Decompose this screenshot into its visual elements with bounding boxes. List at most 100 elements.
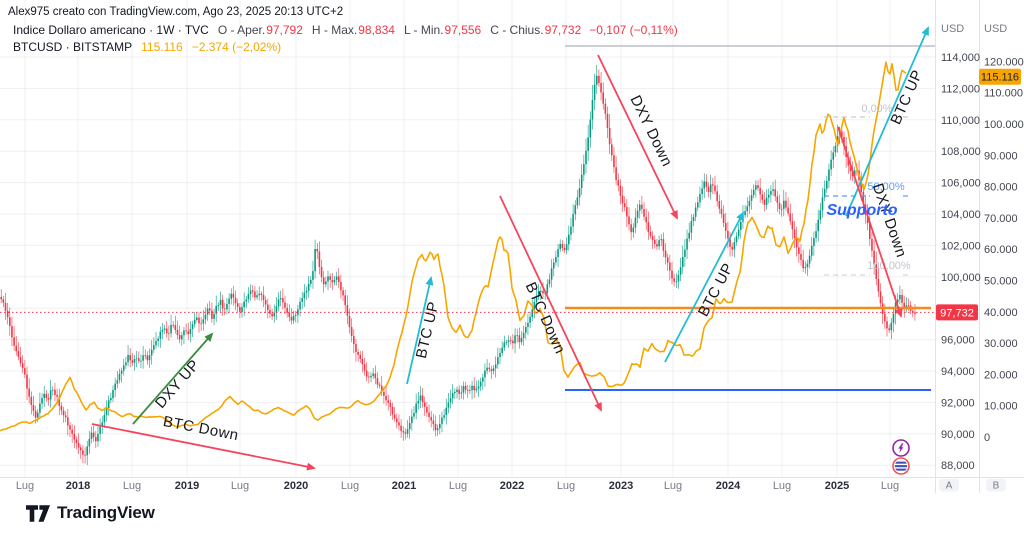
candle-body	[316, 249, 319, 252]
candle-body	[148, 355, 151, 361]
candle-body	[82, 450, 84, 455]
candle-body	[138, 358, 140, 361]
trend-arrow[interactable]	[845, 26, 929, 217]
candle-body	[112, 390, 114, 399]
trend-arrow[interactable]	[664, 211, 744, 363]
candle-body	[793, 229, 796, 238]
legend-dxy[interactable]: Indice Dollaro americano · 1W · TVC O - A…	[13, 23, 678, 37]
candle-body	[669, 262, 671, 271]
flag-event-icon[interactable]	[892, 457, 910, 475]
price-tick-label: 70.000	[984, 213, 1018, 225]
trend-arrow[interactable]	[91, 423, 316, 471]
candle-body	[120, 370, 123, 374]
price-scale-a[interactable]: USD 114,000 112,000 110,000 108,000 106,000 10…	[936, 23, 981, 472]
scale-marker-b[interactable]: B	[986, 478, 1006, 492]
candle-body	[64, 415, 67, 418]
candle-body	[365, 370, 368, 377]
price-tick-label: 108,000	[941, 146, 981, 158]
candle-body	[454, 391, 456, 393]
candle-body	[376, 378, 379, 385]
candle-body	[273, 312, 276, 317]
candle-body	[712, 184, 714, 186]
trend-arrow-label: BTC UP	[413, 300, 443, 360]
candle-body	[363, 364, 366, 371]
candle-body	[256, 295, 258, 298]
candle-body	[292, 315, 295, 321]
candle-body	[492, 368, 495, 372]
candle-body	[830, 159, 832, 170]
candle-body	[79, 447, 82, 451]
time-tick-label: 2019	[175, 480, 199, 492]
candle-body	[368, 376, 370, 378]
trend-arrow[interactable]	[132, 332, 214, 425]
candle-body	[722, 214, 725, 223]
trend-arrow[interactable]	[499, 195, 602, 412]
trend-arrow[interactable]	[837, 126, 903, 318]
btc-symbol-title[interactable]: BTCUSD · BITSTAMP	[13, 40, 133, 54]
candle-body	[357, 352, 359, 355]
candle-body	[204, 314, 207, 320]
candle-body	[325, 281, 327, 285]
trend-arrow-label: DXY Down	[869, 181, 910, 259]
candle-body	[370, 375, 372, 378]
price-scale-b[interactable]: USD 120.000 110.000 100.000 90.000 80.000 70.0…	[979, 23, 1024, 444]
candle-body	[294, 314, 297, 316]
candle-body	[77, 443, 80, 448]
candle-body	[817, 219, 819, 232]
time-tick-label: 2024	[716, 480, 741, 492]
candle-body	[15, 345, 18, 352]
candle-body	[834, 145, 837, 153]
time-tick-label: Lug	[341, 480, 359, 492]
candle-body	[372, 373, 374, 376]
candle-body	[307, 283, 310, 291]
candle-body	[813, 238, 815, 246]
candle-body	[651, 235, 654, 240]
dxy-symbol-title[interactable]: Indice Dollaro americano · 1W · TVC	[13, 23, 209, 37]
candle-body	[105, 408, 108, 415]
price-tick-label: 100.000	[984, 119, 1024, 131]
candle-body	[389, 402, 392, 407]
candle-body	[490, 369, 493, 372]
candle-body	[776, 196, 779, 203]
trend-arrow[interactable]	[597, 54, 678, 220]
supporto-label[interactable]: Supporto	[826, 202, 897, 219]
candle-body	[729, 238, 731, 247]
candle-body	[408, 423, 411, 430]
candle-body	[288, 312, 291, 317]
price-tick-label: 94,000	[941, 366, 975, 378]
candle-body	[843, 137, 845, 147]
time-tick-label: 2025	[825, 480, 849, 492]
candle-body	[286, 307, 288, 313]
scale-marker-a[interactable]: A	[939, 478, 959, 492]
candle-body	[643, 209, 645, 217]
tradingview-logo-text: TradingView	[57, 503, 155, 522]
candle-body	[821, 197, 824, 211]
candle-body	[546, 284, 549, 293]
candle-body	[6, 310, 9, 318]
candle-body	[598, 75, 600, 83]
candle-body	[380, 385, 383, 392]
candle-body	[486, 367, 488, 371]
legend-btc[interactable]: BTCUSD · BITSTAMP 115.116 −2.374 (−2,02%)	[13, 40, 281, 54]
tradingview-logo[interactable]: TradingView	[26, 503, 155, 523]
candle-body	[853, 170, 856, 177]
candle-body	[202, 319, 205, 324]
time-tick-label: 2023	[609, 480, 633, 492]
candle-body	[791, 221, 794, 230]
candle-body	[41, 398, 43, 404]
candle-body	[890, 322, 893, 331]
price-tick-label: 106,000	[941, 178, 981, 190]
candle-body	[447, 402, 450, 408]
candle-body	[445, 407, 448, 416]
candle-body	[621, 195, 624, 204]
candle-body	[555, 256, 557, 263]
time-axis[interactable]: Lug 2018 Lug 2019 Lug 2020 Lug 2021 Lug 2022 Lug 20…	[16, 480, 899, 492]
flash-event-icon[interactable]	[892, 439, 910, 457]
trend-arrow[interactable]	[406, 276, 434, 385]
candle-body	[262, 294, 265, 300]
candle-body	[583, 164, 585, 175]
candle-body	[746, 206, 749, 212]
candle-body	[716, 191, 718, 202]
candle-body	[688, 232, 690, 239]
